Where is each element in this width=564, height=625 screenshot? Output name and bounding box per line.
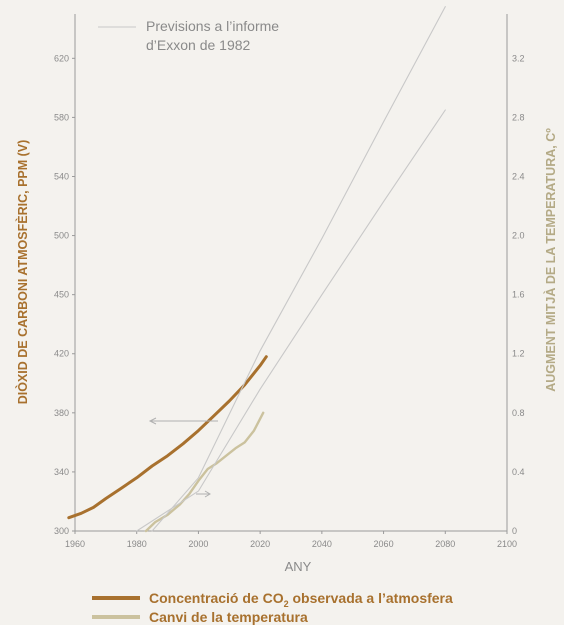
annotation-line-1: Previsions a l’informe <box>146 18 279 34</box>
x-tick-label: 2080 <box>435 539 455 549</box>
x-tick-label: 2060 <box>374 539 394 549</box>
x-tick-label: 2000 <box>188 539 208 549</box>
right-tick-label: 1.2 <box>512 349 525 359</box>
left-tick-label: 340 <box>54 467 69 477</box>
right-tick-label: 0.4 <box>512 467 525 477</box>
arrow-temp-right <box>196 490 211 498</box>
x-axis-label: ANY <box>285 559 312 574</box>
right-tick-label: 1.6 <box>512 290 525 300</box>
left-tick-label: 580 <box>54 112 69 122</box>
left-tick-label: 380 <box>54 408 69 418</box>
right-tick-label: 0 <box>512 526 517 536</box>
left-tick-label: 620 <box>54 53 69 63</box>
series-exxon-temp-projection <box>136 109 446 532</box>
left-tick-label: 500 <box>54 231 69 241</box>
right-tick-label: 2.4 <box>512 171 525 181</box>
x-tick-label: 2040 <box>312 539 332 549</box>
right-tick-label: 0.8 <box>512 408 525 418</box>
right-tick-label: 2.8 <box>512 112 525 122</box>
right-tick-labels: 0 0.4 0.8 1.2 1.6 2.0 2.4 2.8 3.2 <box>512 53 525 536</box>
legend-temp-label: Canvi de la temperatura <box>149 609 308 625</box>
x-tick-label: 2100 <box>497 539 517 549</box>
series-exxon-co2-projection <box>151 6 446 532</box>
right-tick-label: 3.2 <box>512 53 525 63</box>
left-tick-labels: 300 340 380 420 450 500 540 580 620 <box>54 53 75 536</box>
x-tick-label: 2020 <box>250 539 270 549</box>
arrow-co2-left <box>148 417 218 425</box>
series-temp-observed <box>144 411 265 533</box>
x-tick-label: 1960 <box>65 539 85 549</box>
series-co2-observed <box>67 355 268 520</box>
series-layer <box>67 6 446 533</box>
x-tick-label: 1980 <box>127 539 147 549</box>
left-tick-label: 420 <box>54 349 69 359</box>
left-tick-label: 300 <box>54 526 69 536</box>
annotation-line-2: d’Exxon de 1982 <box>146 37 251 53</box>
x-tick-labels: 1960 1980 2000 2020 2040 2060 2080 2100 <box>65 531 517 549</box>
left-tick-label: 540 <box>54 171 69 181</box>
left-tick-label: 450 <box>54 290 69 300</box>
legend-co2-label: Concentració de CO2 observada a l’atmosf… <box>149 590 453 609</box>
y-axis-left-label: DIÒXID DE CARBONI ATMOSFÈRIC, PPM (V) <box>15 140 30 405</box>
y-axis-right-label: AUGMENT MITJÀ DE LA TEMPERATURA, Cº <box>543 128 558 392</box>
right-tick-label: 2.0 <box>512 231 525 241</box>
